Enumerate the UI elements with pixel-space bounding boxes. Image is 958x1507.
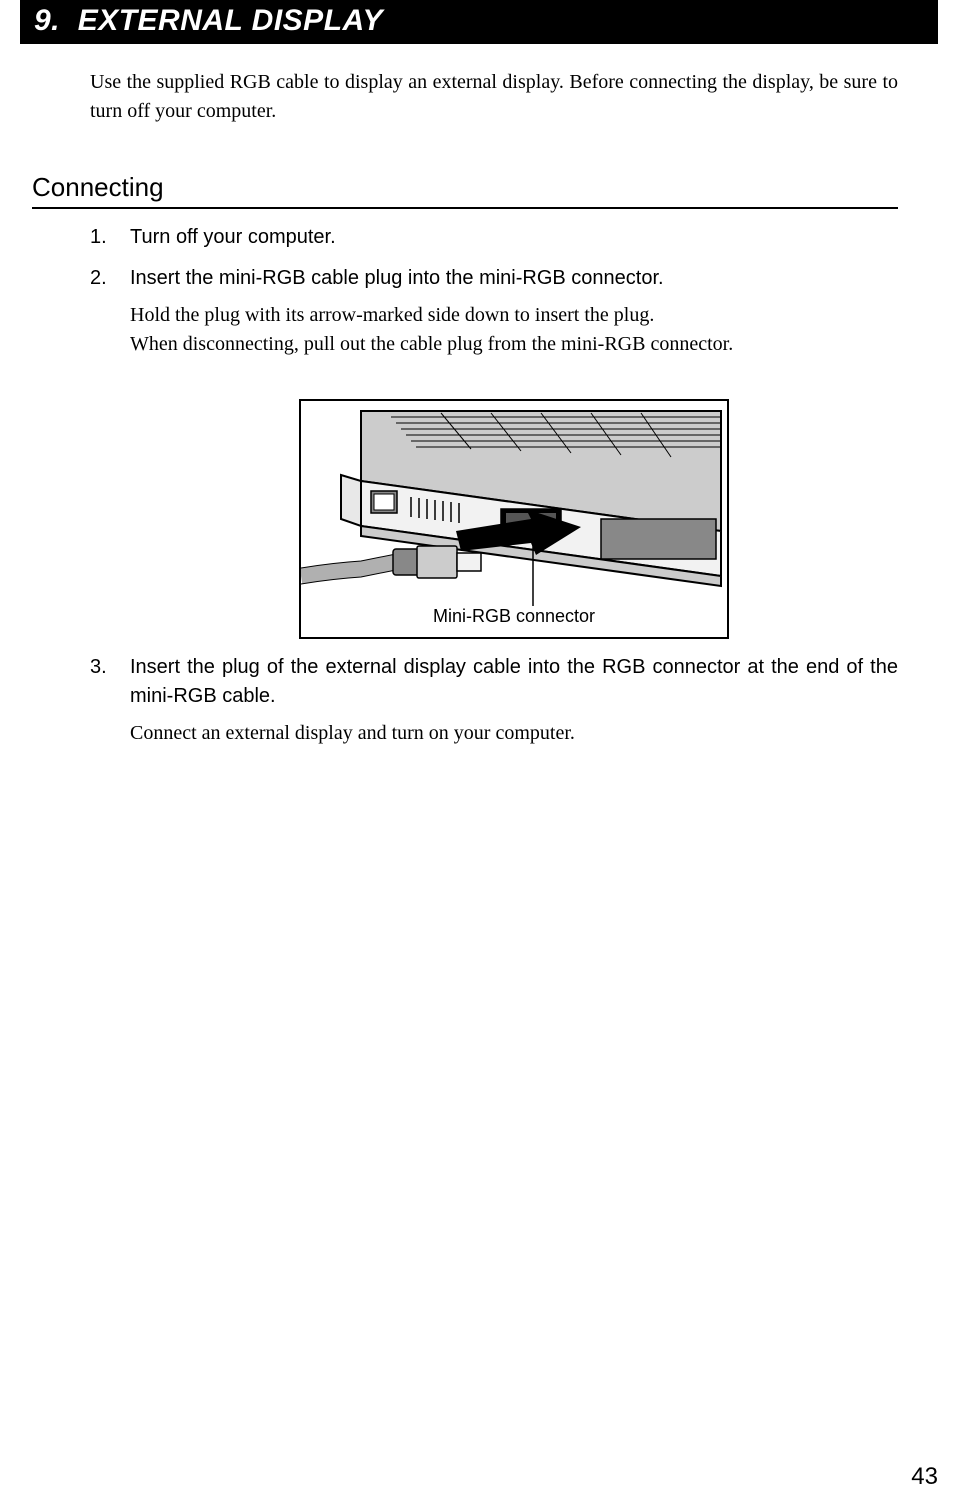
subheading: Connecting [32, 172, 898, 209]
figure-caption: Mini-RGB connector [301, 603, 727, 629]
page-number: 43 [911, 1463, 938, 1491]
step-3-detail: Connect an external display and turn on … [130, 719, 898, 748]
laptop-connector-illustration [301, 401, 727, 637]
step-1: Turn off your computer. [90, 223, 898, 252]
intro-paragraph: Use the supplied RGB cable to display an… [90, 68, 898, 126]
step-2: Insert the mini-RGB cable plug into the … [90, 264, 898, 639]
step-3-title: Insert the plug of the external display … [130, 656, 898, 707]
page: 9. EXTERNAL DISPLAY Use the supplied RGB… [0, 0, 958, 1507]
section-number: 9. [34, 4, 60, 37]
step-2-detail: Hold the plug with its arrow-marked side… [130, 301, 898, 359]
step-1-title: Turn off your computer. [130, 226, 336, 248]
section-header: 9. EXTERNAL DISPLAY [20, 0, 938, 44]
step-2-detail-line1: Hold the plug with its arrow-marked side… [130, 304, 654, 326]
section-title: EXTERNAL DISPLAY [78, 4, 383, 37]
step-3: Insert the plug of the external display … [90, 653, 898, 748]
steps-list: Turn off your computer. Insert the mini-… [90, 223, 898, 748]
step-2-title: Insert the mini-RGB cable plug into the … [130, 267, 664, 289]
step-2-detail-line2: When disconnecting, pull out the cable p… [130, 333, 733, 355]
figure: Mini-RGB connector [299, 399, 729, 639]
